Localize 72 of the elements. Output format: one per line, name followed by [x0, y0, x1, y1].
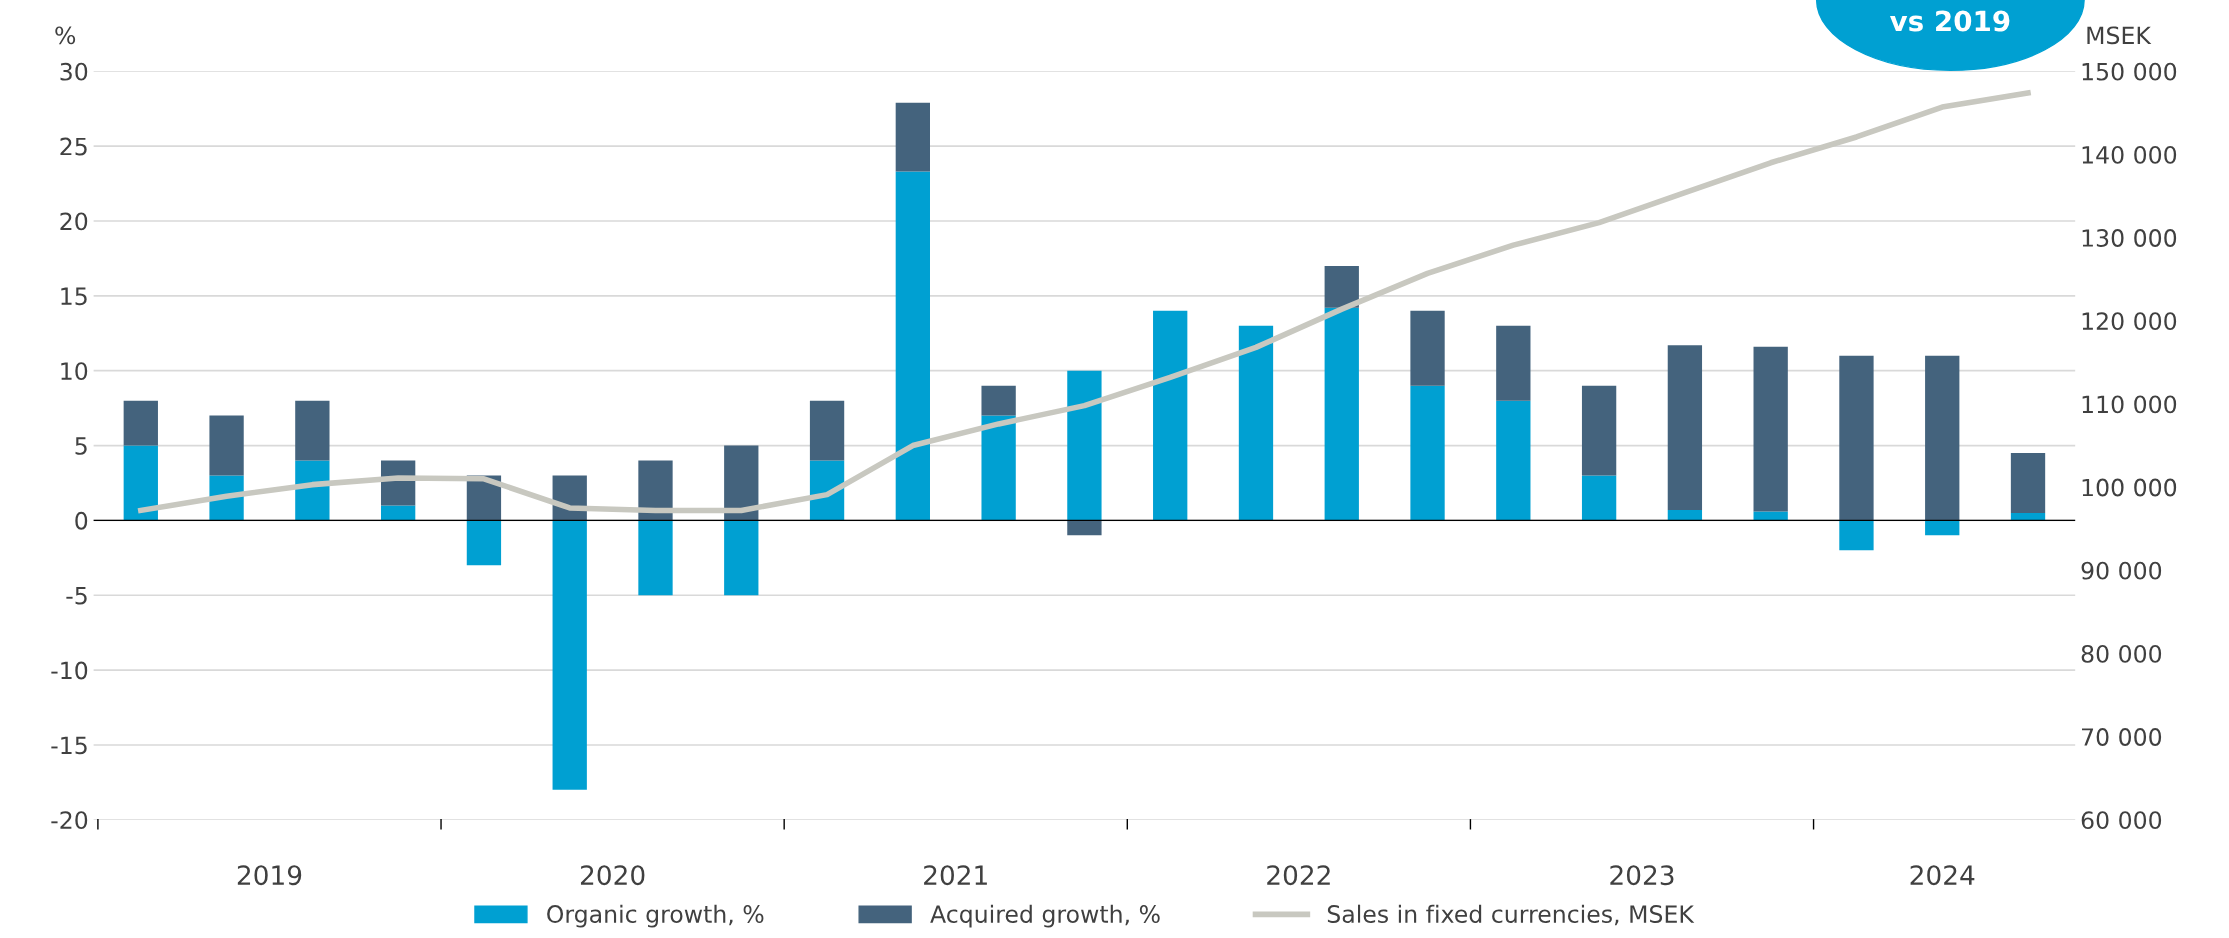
bar: [895, 171, 930, 521]
bar: [981, 415, 1016, 521]
bar: [1925, 520, 1960, 536]
y-tick-label: 25: [60, 137, 87, 156]
text: 2023: [1610, 865, 1674, 886]
bar: [123, 445, 158, 521]
y2-tick-label: 130 000: [2082, 229, 2177, 247]
y-tick-label: -15: [51, 736, 87, 755]
bar: [1067, 370, 1102, 521]
text: 2022: [1267, 865, 1330, 886]
bar: [1839, 520, 1874, 551]
bar: [724, 520, 759, 596]
bar: [1153, 310, 1188, 521]
bar: [1925, 355, 1960, 521]
y-tick-label: 10: [61, 362, 88, 380]
text: 2021: [924, 865, 987, 886]
legend-label: Acquired growth, %: [930, 904, 1160, 928]
bar: [1496, 400, 1531, 521]
y-tick-label: 15: [61, 287, 87, 306]
text: 2019: [237, 865, 302, 886]
bar: [1324, 265, 1359, 308]
text: 2020: [580, 865, 645, 886]
y2-axis-title: MSEK: [2087, 26, 2152, 45]
bar: [123, 400, 158, 446]
bar: [1581, 475, 1617, 521]
legend-label: Organic growth, %: [547, 904, 764, 928]
bar: [380, 505, 416, 521]
bar: [2010, 512, 2046, 521]
y2-tick-label: 110 000: [2082, 395, 2177, 414]
text: vs 2019: [1889, 10, 2010, 32]
bar: [638, 460, 673, 521]
y-tick-label: 20: [60, 212, 88, 231]
y2-tick-label: 90 000: [2081, 561, 2162, 580]
bar: [1324, 307, 1359, 521]
y-tick-label: 5: [75, 437, 87, 455]
bar: [1753, 346, 1788, 512]
y-axis-title: %: [55, 26, 76, 45]
bar: [895, 102, 930, 172]
bar: [1667, 509, 1703, 521]
y-tick-label: -10: [51, 661, 88, 680]
bar: [1667, 345, 1703, 510]
bar: [552, 520, 587, 790]
bar: [1238, 325, 1274, 521]
y-tick-label: -20: [51, 811, 88, 830]
bar: [1581, 385, 1617, 476]
bar: [1496, 325, 1531, 401]
y2-tick-label: 80 000: [2081, 644, 2162, 663]
bar: [466, 520, 502, 566]
y-tick-label: 0: [75, 511, 88, 530]
bar: [1753, 511, 1788, 521]
bar: [809, 400, 845, 461]
y-tick-label: 30: [60, 62, 88, 81]
bar: [209, 415, 244, 476]
bar: [981, 385, 1016, 416]
y2-tick-label: 140 000: [2082, 145, 2177, 164]
y2-tick-label: 100 000: [2082, 478, 2177, 497]
bar: [1067, 520, 1102, 536]
y2-tick-label: 70 000: [2082, 728, 2162, 746]
bar: [1410, 385, 1445, 521]
y2-tick-label: 150 000: [2082, 62, 2177, 81]
bar: [1839, 355, 1874, 521]
bar: [2010, 453, 2046, 513]
bar: [638, 520, 673, 596]
legend-label: Sales in fixed currencies, MSEK: [1327, 904, 1695, 926]
bar: [724, 445, 759, 521]
bar: [295, 460, 330, 521]
y-tick-label: -5: [66, 587, 87, 605]
y2-tick-label: 60 000: [2081, 811, 2162, 830]
bar: [295, 400, 330, 461]
bar: [1410, 310, 1445, 386]
text: 2024: [1910, 865, 1975, 886]
y2-tick-label: 120 000: [2082, 312, 2177, 331]
